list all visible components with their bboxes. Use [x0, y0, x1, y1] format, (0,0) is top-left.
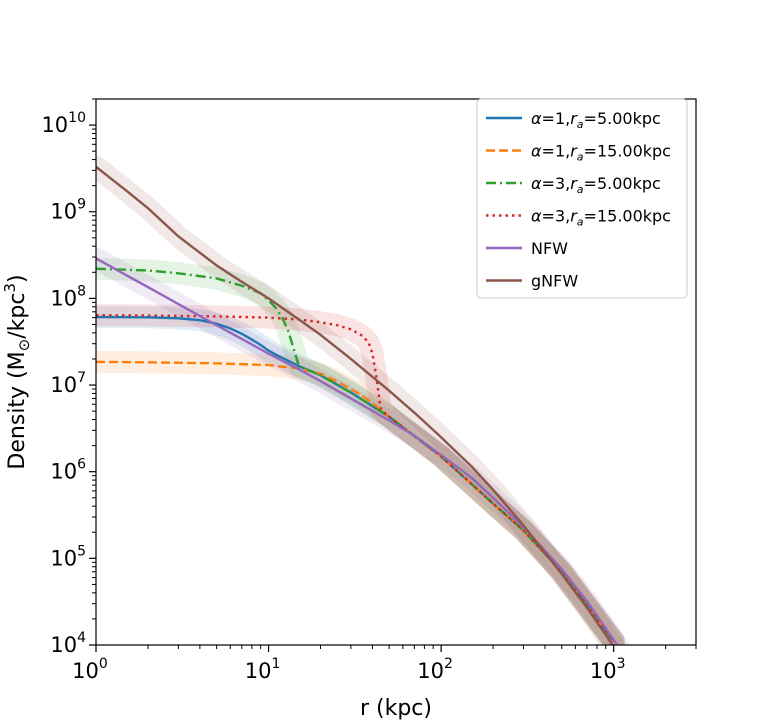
series-4-nfw-line	[96, 257, 619, 645]
legend-alpha-3: α	[531, 207, 542, 226]
legend-sub-0: a	[577, 118, 584, 131]
x-tick-exponent-2: 2	[444, 656, 453, 672]
y-tick-label-1: 105	[50, 543, 86, 570]
legend-r-3: r	[570, 207, 578, 226]
y-tick-base-2: 10	[50, 460, 77, 484]
series-lines	[96, 165, 619, 645]
x-tick-exponent-0: 0	[99, 656, 108, 672]
legend-tail-2: =5.00kpc	[584, 174, 661, 193]
x-axis-ticks: 100 101 102 103	[72, 645, 697, 683]
y-tick-exponent-1: 5	[77, 543, 86, 559]
legend-r-2: r	[570, 174, 578, 193]
y-tick-label-5: 109	[50, 197, 86, 224]
series-1-1-r-a-15-00kpc-line	[96, 360, 615, 643]
legend-mid-3: =3,	[542, 207, 571, 226]
y-axis-label: Density (M⊙/kpc3)	[1, 274, 33, 469]
y-tick-base-0: 10	[50, 633, 77, 657]
legend-tail-3: =15.00kpc	[584, 207, 671, 226]
legend-label-4: NFW	[531, 239, 568, 258]
y-tick-label-3: 107	[50, 370, 86, 397]
x-tick-exponent-1: 1	[271, 656, 280, 672]
y-tick-label-2: 106	[50, 457, 86, 484]
legend-r-0: r	[570, 109, 578, 128]
legend-alpha-0: α	[531, 109, 542, 128]
legend-alpha-2: α	[531, 174, 542, 193]
y-axis-label-sun-symbol: ⊙	[15, 339, 33, 352]
series-2-3-r-a-5-00kpc-line	[96, 267, 615, 643]
legend-mid-1: =1,	[542, 142, 571, 161]
y-axis-label-unit: /kpc	[5, 293, 30, 339]
series-5-gnfw-line	[96, 165, 615, 645]
legend-r-1: r	[570, 142, 578, 161]
y-tick-exponent-2: 6	[77, 457, 86, 473]
y-axis-label-text: Density (M	[5, 351, 30, 469]
y-tick-exponent-0: 4	[77, 630, 86, 646]
legend-sub-1: a	[577, 151, 584, 164]
plot-frame	[95, 98, 697, 646]
y-tick-base-4: 10	[50, 286, 77, 310]
legend-sub-2: a	[577, 183, 584, 196]
legend-tail-1: =15.00kpc	[584, 142, 671, 161]
legend-mid-0: =1,	[542, 109, 571, 128]
x-tick-exponent-3: 3	[617, 656, 626, 672]
y-axis-label-close: )	[5, 274, 30, 283]
y-tick-base-3: 10	[50, 373, 77, 397]
y-tick-base-1: 10	[50, 546, 77, 570]
y-tick-exponent-6: 10	[68, 110, 86, 126]
x-tick-label-3: 103	[590, 656, 626, 683]
y-tick-base-6: 10	[41, 113, 68, 137]
series-3-3-r-a-15-00kpc-line	[96, 313, 615, 643]
y-tick-label-4: 108	[50, 283, 86, 310]
legend-label-2: α=3,ra=5.00kpc	[531, 174, 661, 196]
y-tick-exponent-5: 9	[77, 197, 86, 213]
legend-label-3: α=3,ra=15.00kpc	[531, 207, 671, 229]
legend-frame	[476, 98, 688, 299]
y-axis-label-exponent: 3	[1, 283, 19, 293]
y-tick-exponent-4: 8	[77, 283, 86, 299]
legend-sub-3: a	[577, 216, 584, 229]
legend-label-5: gNFW	[531, 272, 578, 291]
y-tick-exponent-3: 7	[77, 370, 86, 386]
legend-label-1: α=1,ra=15.00kpc	[531, 142, 671, 164]
y-tick-label-6: 1010	[41, 110, 86, 137]
y-tick-base-5: 10	[50, 200, 77, 224]
legend-tail-0: =5.00kpc	[584, 109, 661, 128]
y-tick-label-0: 104	[50, 630, 86, 657]
legend: α=1,ra=5.00kpcα=1,ra=15.00kpcα=3,ra=5.00…	[476, 98, 688, 299]
x-axis-label: r (kpc)	[360, 696, 432, 721]
legend-label-0: α=1,ra=5.00kpc	[531, 109, 661, 131]
legend-alpha-1: α	[531, 142, 542, 161]
legend-mid-2: =3,	[542, 174, 571, 193]
